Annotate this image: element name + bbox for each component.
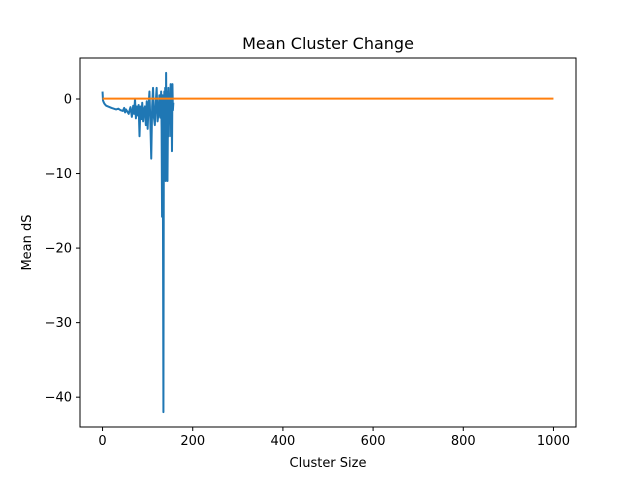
series-line-1 xyxy=(101,71,175,414)
x-tick-label: 600 xyxy=(361,434,386,449)
x-tick-label: 400 xyxy=(270,434,295,449)
plot-area xyxy=(101,71,554,414)
y-tick-label: −20 xyxy=(45,242,72,257)
y-tick-label: −40 xyxy=(45,391,72,406)
x-axis-label: Cluster Size xyxy=(290,456,367,471)
y-tick-label: 0 xyxy=(64,93,72,108)
chart-title: Mean Cluster Change xyxy=(242,34,414,53)
x-tick-label: 200 xyxy=(180,434,205,449)
x-tick-label: 0 xyxy=(98,434,106,449)
y-axis-ticks: 0 −10 −20 −30 −40 xyxy=(45,93,80,406)
y-axis-label: Mean dS xyxy=(20,214,35,270)
x-tick-label: 1000 xyxy=(537,434,570,449)
x-tick-label: 800 xyxy=(451,434,476,449)
y-tick-label: −10 xyxy=(45,167,72,182)
x-axis-ticks: 0 200 400 600 800 1000 xyxy=(98,427,570,449)
y-tick-label: −30 xyxy=(45,316,72,331)
axes-frame xyxy=(79,57,577,428)
